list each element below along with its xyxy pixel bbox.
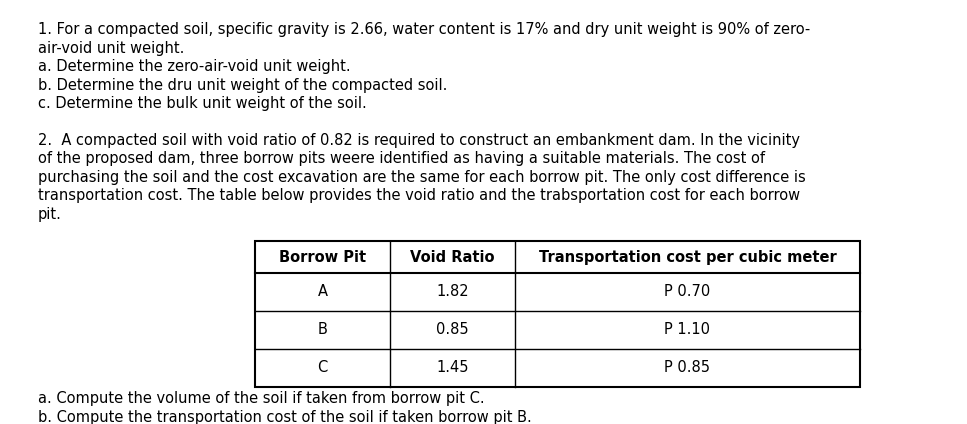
Text: purchasing the soil and the cost excavation are the same for each borrow pit. Th: purchasing the soil and the cost excavat… xyxy=(38,170,806,184)
Text: 1. For a compacted soil, specific gravity is 2.66, water content is 17% and dry : 1. For a compacted soil, specific gravit… xyxy=(38,22,810,37)
Text: of the proposed dam, three borrow pits weere identified as having a suitable mat: of the proposed dam, three borrow pits w… xyxy=(38,151,765,166)
Text: C: C xyxy=(317,360,328,376)
Text: Transportation cost per cubic meter: Transportation cost per cubic meter xyxy=(539,249,836,265)
Text: pit.: pit. xyxy=(38,206,62,221)
Text: 1.82: 1.82 xyxy=(436,285,469,299)
Text: B: B xyxy=(317,323,328,338)
Bar xyxy=(255,241,860,387)
Text: air-void unit weight.: air-void unit weight. xyxy=(38,41,185,56)
Text: c. Determine the bulk unit weight of the soil.: c. Determine the bulk unit weight of the… xyxy=(38,96,366,111)
Text: P 0.85: P 0.85 xyxy=(664,360,711,376)
Text: P 0.70: P 0.70 xyxy=(664,285,711,299)
Text: 0.85: 0.85 xyxy=(436,323,469,338)
Text: 1.45: 1.45 xyxy=(436,360,469,376)
Text: 2.  A compacted soil with void ratio of 0.82 is required to construct an embankm: 2. A compacted soil with void ratio of 0… xyxy=(38,133,800,148)
Text: b. Compute the transportation cost of the soil if taken borrow pit B.: b. Compute the transportation cost of th… xyxy=(38,410,532,424)
Text: a. Compute the volume of the soil if taken from borrow pit C.: a. Compute the volume of the soil if tak… xyxy=(38,391,484,406)
Text: transportation cost. The table below provides the void ratio and the trabsportat: transportation cost. The table below pro… xyxy=(38,188,800,203)
Text: P 1.10: P 1.10 xyxy=(664,323,711,338)
Text: Borrow Pit: Borrow Pit xyxy=(278,249,366,265)
Text: b. Determine the dru unit weight of the compacted soil.: b. Determine the dru unit weight of the … xyxy=(38,78,448,92)
Text: A: A xyxy=(317,285,328,299)
Text: Void Ratio: Void Ratio xyxy=(410,249,495,265)
Text: a. Determine the zero-air-void unit weight.: a. Determine the zero-air-void unit weig… xyxy=(38,59,351,74)
